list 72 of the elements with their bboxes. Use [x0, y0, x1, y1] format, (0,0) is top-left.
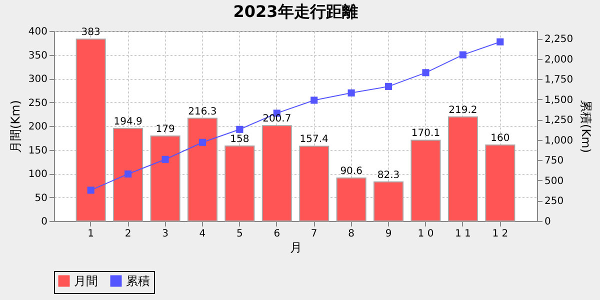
- x-tick-label: 8: [348, 228, 355, 240]
- y-tick-label: 50: [34, 192, 48, 204]
- data-label: 158: [230, 134, 250, 145]
- data-label: 157.4: [300, 134, 328, 146]
- y-tick-label: 300: [28, 74, 48, 85]
- x-tick-label: 1 1: [454, 228, 471, 240]
- x-tick-label: 1 0: [418, 228, 434, 240]
- bar: [374, 181, 404, 222]
- data-label: 170.1: [411, 128, 440, 140]
- x-tick-label: 4: [199, 228, 206, 240]
- data-label: 200.7: [262, 114, 292, 125]
- legend-label: 月間: [74, 274, 98, 288]
- y-tick-label: 200: [28, 122, 48, 132]
- x-tick-label: 9: [385, 228, 392, 240]
- data-label: 216.3: [188, 106, 217, 118]
- bar: [262, 125, 292, 222]
- bar: [448, 116, 478, 222]
- y-axis-title: 月間(Km): [8, 100, 22, 153]
- point: [87, 186, 94, 194]
- x-tick-label: 6: [274, 228, 280, 240]
- y2-tick-label: 1,000: [544, 135, 574, 146]
- y-tick-label: 0: [41, 216, 48, 228]
- y2-tick-label: 1,750: [544, 74, 574, 86]
- data-label: 383: [81, 27, 100, 38]
- x-axis-title: 月: [290, 240, 302, 254]
- bar: [485, 144, 516, 222]
- y-tick-label: 250: [28, 98, 48, 109]
- y-tick-label: 100: [28, 169, 48, 180]
- bar: [113, 128, 144, 222]
- data-label: 194.9: [114, 116, 142, 128]
- point: [198, 138, 206, 146]
- chart-title: 2023年走行距離: [233, 2, 358, 21]
- point: [310, 96, 318, 104]
- y2-tick-label: 750: [544, 156, 564, 167]
- bar: [76, 38, 106, 222]
- y2-tick-label: 1,500: [544, 94, 574, 106]
- legend-label: 累積: [126, 274, 150, 288]
- point: [124, 170, 132, 178]
- bar: [187, 118, 218, 222]
- point: [236, 126, 244, 133]
- data-label: 179: [156, 124, 175, 135]
- point: [422, 69, 430, 76]
- y-tick-label: 400: [28, 26, 48, 38]
- bar: [299, 146, 330, 222]
- data-label: 160: [490, 133, 510, 144]
- x-tick-label: 3: [162, 228, 168, 240]
- y-tick-label: 350: [28, 50, 48, 62]
- point: [162, 156, 169, 163]
- x-tick-label: 5: [236, 228, 243, 240]
- y2-tick-label: 2,000: [544, 54, 574, 66]
- y2-tick-label: 0: [544, 216, 551, 228]
- data-label: 82.3: [377, 170, 400, 181]
- bar: [336, 177, 366, 222]
- data-label: 219.2: [448, 104, 478, 116]
- y2-tick-label: 2,250: [544, 34, 574, 46]
- point: [459, 51, 466, 58]
- point: [384, 82, 392, 90]
- y2-tick-label: 1,250: [544, 115, 574, 126]
- x-tick-label: 2: [124, 228, 132, 240]
- point: [496, 38, 504, 46]
- bar: [150, 135, 180, 222]
- bar: [224, 145, 255, 222]
- y2-tick-label: 500: [544, 176, 564, 187]
- bar: [410, 140, 441, 222]
- x-tick-label: 1 2: [492, 228, 508, 240]
- y2-axis-title: 累積(Km): [579, 100, 594, 153]
- x-tick-label: 7: [310, 228, 318, 240]
- y-tick-label: 150: [28, 145, 48, 156]
- y2-tick-label: 250: [544, 196, 564, 208]
- point: [348, 89, 355, 96]
- x-tick-label: 1: [88, 228, 94, 240]
- data-label: 90.6: [340, 166, 362, 177]
